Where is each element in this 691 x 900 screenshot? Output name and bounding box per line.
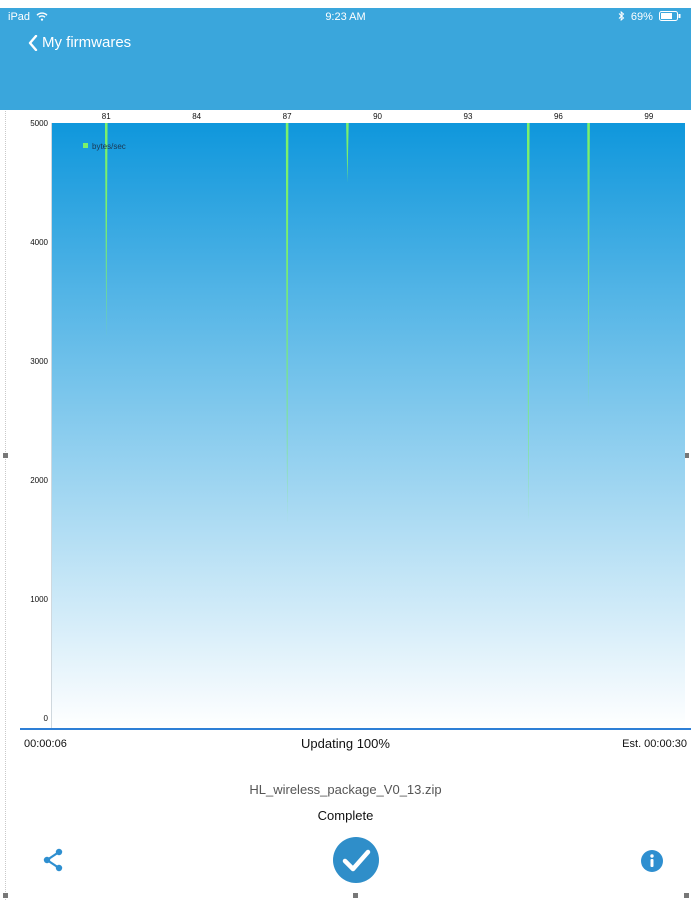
clock: 9:23 AM [325,11,366,23]
x-tick-label: 81 [102,112,111,121]
bluetooth-icon [618,10,625,22]
back-button[interactable]: My firmwares [28,34,131,51]
resize-handle [3,453,8,458]
share-button[interactable] [42,848,64,877]
checkmark-icon [333,837,379,883]
y-tick-label: 5000 [30,119,48,128]
resize-handle [3,893,8,898]
x-tick-label: 96 [554,112,563,121]
series-bytes-sec [104,123,590,522]
device-indicator: iPad [8,11,48,23]
battery-indicator: 69% [618,10,681,23]
x-tick-label: 99 [644,112,653,121]
chevron-left-icon [28,34,38,51]
data-spike [285,123,289,522]
elapsed-time: 00:00:06 [24,738,67,750]
legend-swatch [83,143,88,148]
status-bar: iPad 9:23 AM 69% [0,8,691,26]
chart-svg: 81 84 87 90 93 96 99 5000 4000 3000 2000 1000 0 byt… [20,112,691,730]
y-tick-label: 4000 [30,238,48,247]
x-tick-label: 84 [192,112,201,121]
data-spike [104,123,108,338]
y-tick-label: 0 [44,714,49,723]
legend-label: bytes/sec [92,142,126,151]
y-ticks: 5000 4000 3000 2000 1000 0 [30,119,48,723]
done-button[interactable] [332,836,380,889]
share-icon [43,848,63,872]
firmware-filename: HL_wireless_package_V0_13.zip [249,782,442,797]
battery-percent: 69% [630,11,653,23]
x-tick-label: 93 [464,112,473,121]
resize-handle [353,893,358,898]
data-spike [346,123,349,183]
back-label: My firmwares [42,34,132,51]
update-status: Updating 100% [301,736,390,751]
battery-icon [659,11,681,21]
completion-status: Complete [317,808,374,823]
x-ticks: 81 84 87 90 93 96 99 [102,112,654,121]
data-spike [587,123,590,409]
resize-handle [684,453,689,458]
throughput-chart: 81 84 87 90 93 96 99 5000 4000 3000 2000 1000 0 byt… [0,110,691,730]
device-label: iPad [8,11,31,23]
x-tick-label: 90 [373,112,382,121]
legend: bytes/sec [83,142,126,151]
y-tick-label: 1000 [30,595,48,604]
plot-area [52,123,685,728]
estimated-time: Est. 00:00:30 [622,738,687,750]
info-button[interactable] [640,849,664,878]
wifi-icon [36,12,48,21]
x-tick-label: 87 [283,112,292,121]
data-spike [526,123,530,522]
info-icon [641,850,663,872]
resize-handle [684,893,689,898]
y-tick-label: 3000 [30,357,48,366]
y-tick-label: 2000 [30,476,48,485]
progress-row: 00:00:06 Updating 100% Est. 00:00:30 [0,736,691,754]
nav-bar: My firmwares [0,26,691,110]
